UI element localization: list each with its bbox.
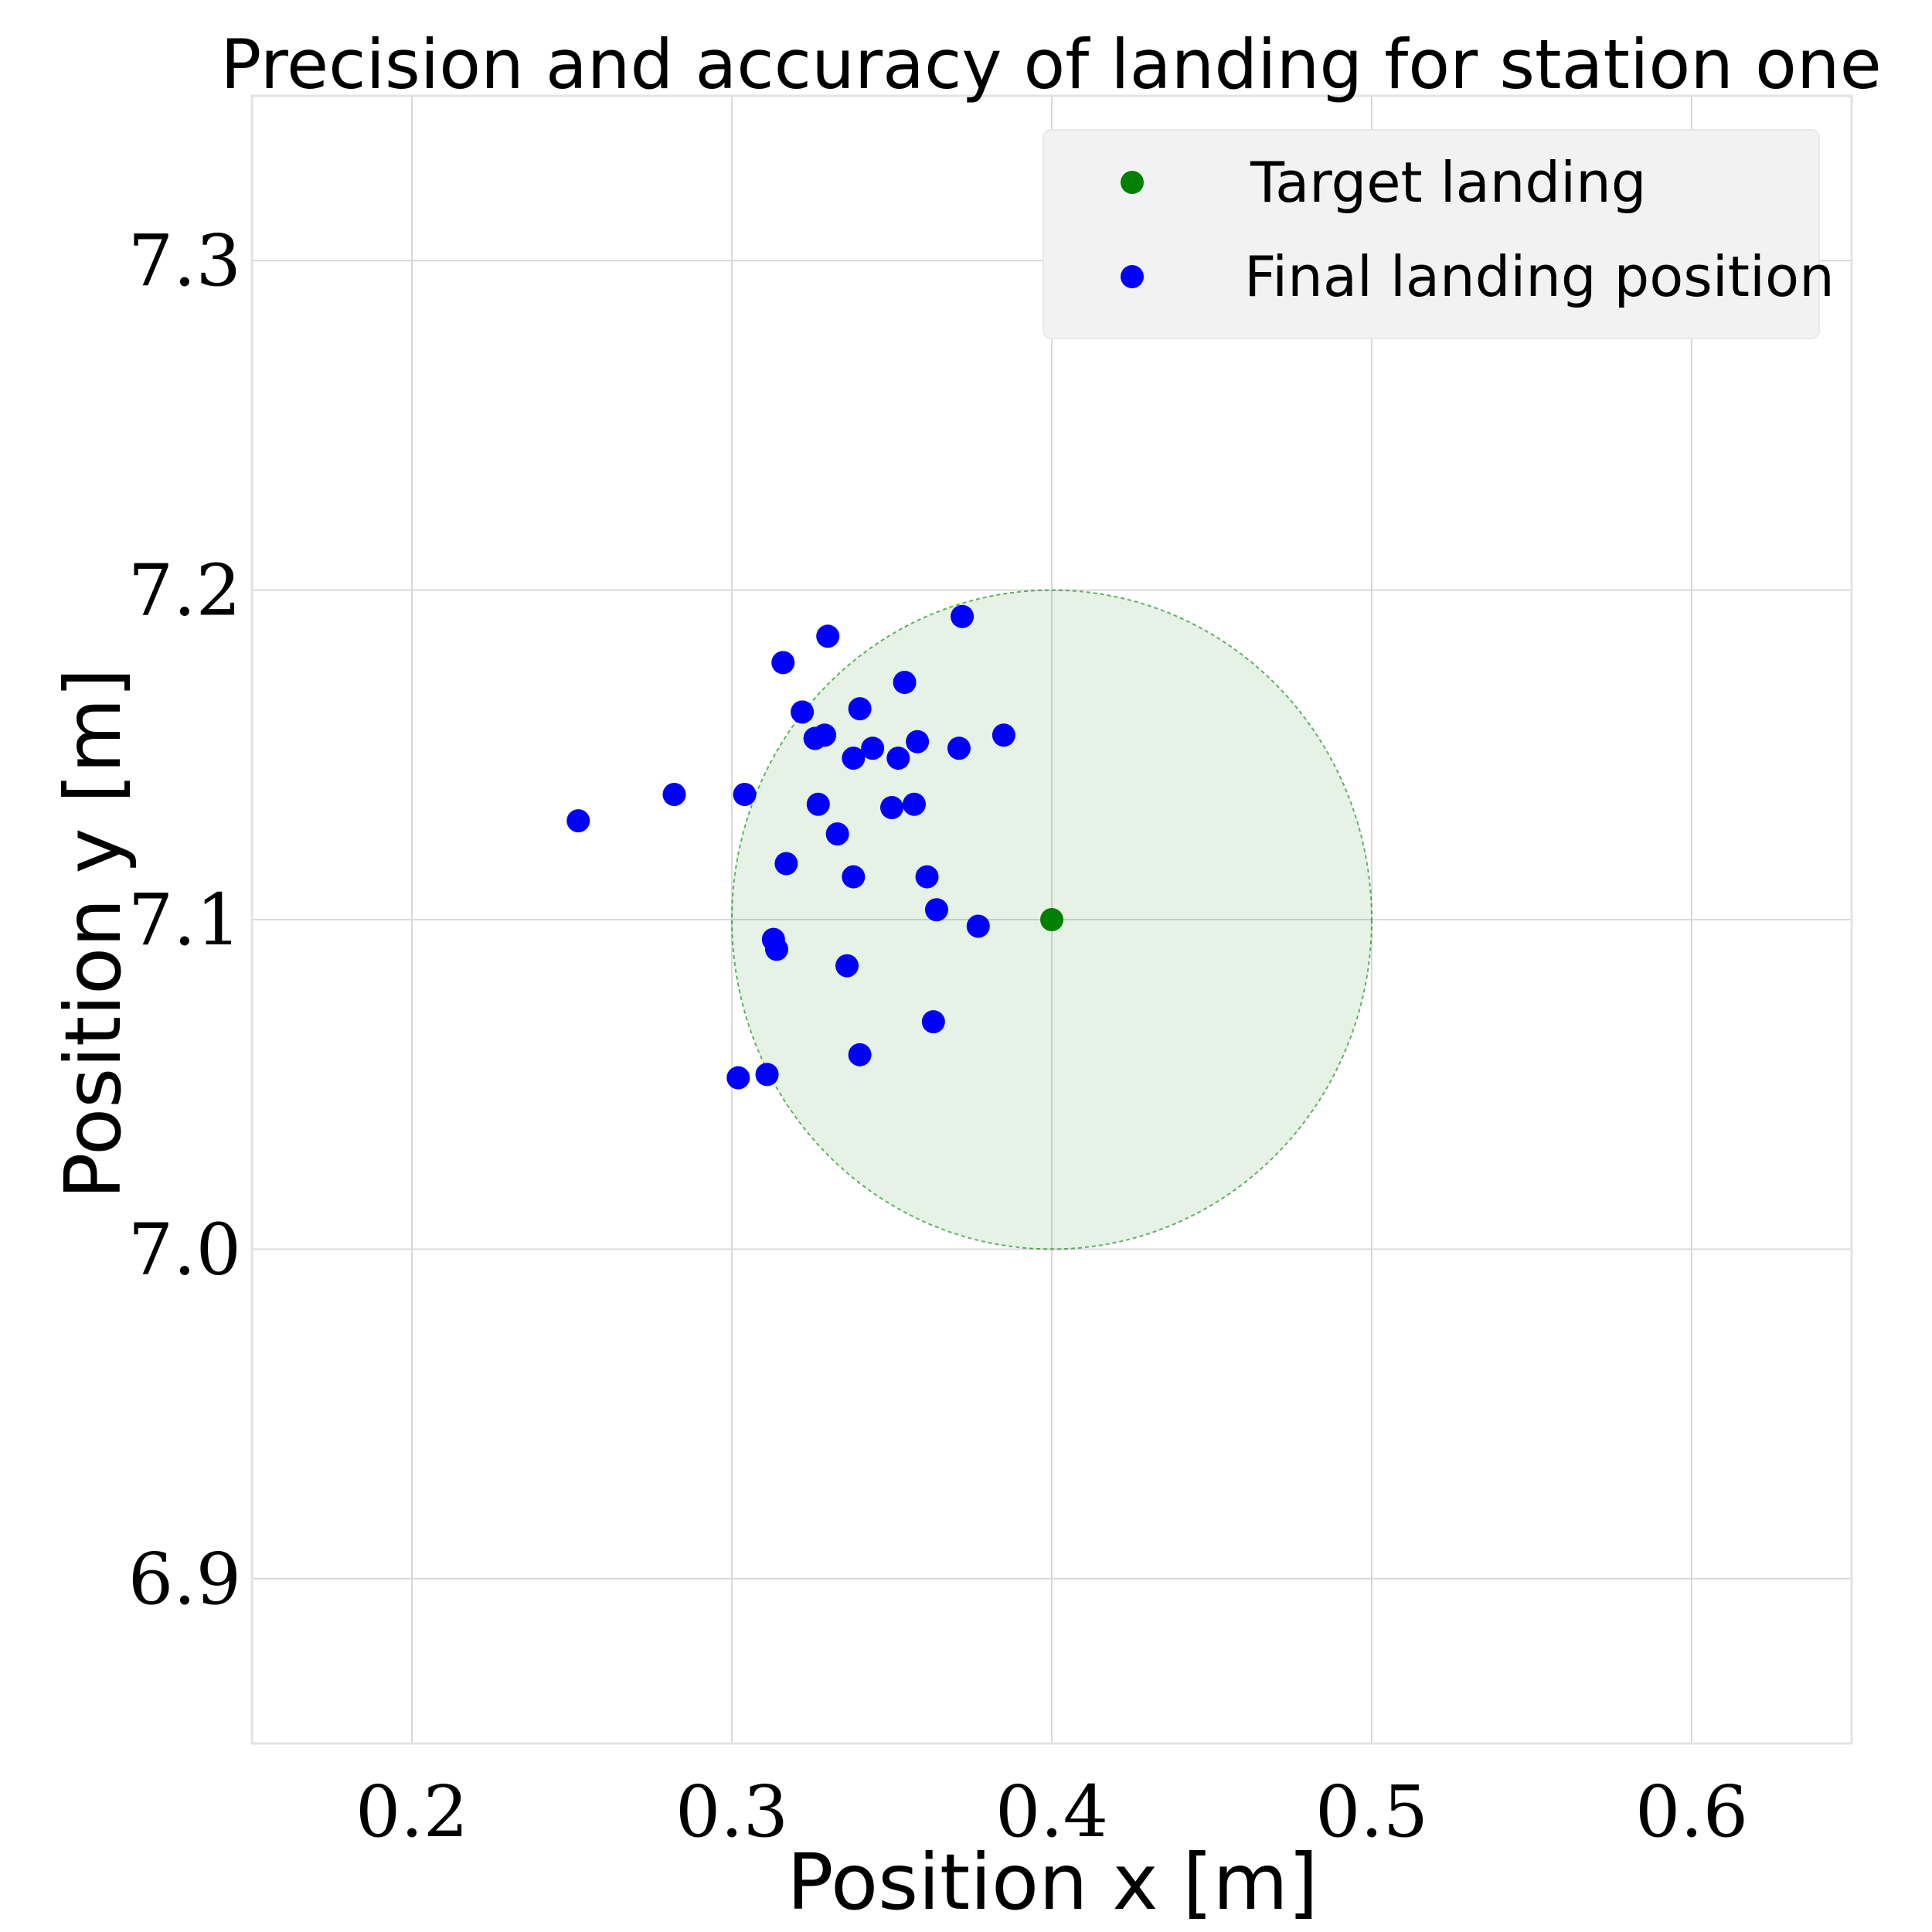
final-landing-point [893,670,917,694]
final-landing-point [848,697,872,721]
final-landing-point [774,852,798,876]
y-tick-label: 7.0 [128,1208,241,1291]
final-landing-point [902,792,926,816]
final-landing-point [848,1043,872,1066]
final-landing-point [835,954,859,978]
final-landing-point [921,1010,945,1034]
y-tick-label: 7.3 [128,219,241,302]
final-landing-point [992,723,1015,747]
final-landing-point [966,914,990,938]
x-tick-label: 0.3 [675,1770,788,1853]
final-landing-point [726,1066,750,1090]
final-landing-point [755,1063,779,1087]
final-landing-point [566,809,590,833]
final-landing-point [791,700,815,724]
final-landing-point [886,747,910,770]
legend-label-final: Final landing position [1244,244,1835,309]
legend-marker-target [1121,171,1144,194]
final-landing-point [764,937,788,961]
final-landing-point [951,604,975,628]
final-landing-point [924,898,948,922]
final-landing-point [842,865,866,889]
tick-labels: 0.2 0.3 0.4 0.5 0.6 6.9 7.0 7.1 7.2 7.3 [128,219,1748,1853]
final-landing-point [813,723,837,747]
final-landing-point [842,747,866,770]
x-axis-label: Position x [m] [787,1837,1318,1927]
final-landing-point [947,736,971,760]
final-landing-point [906,730,930,753]
final-landing-point [733,782,757,806]
x-tick-label: 0.5 [1315,1770,1428,1853]
y-tick-label: 6.9 [128,1538,241,1621]
final-landing-point [816,624,840,648]
final-landing-point [662,782,686,806]
final-landing-point [880,796,903,820]
x-tick-label: 0.2 [355,1770,468,1853]
legend-marker-final [1121,265,1144,288]
target-landing-point [1040,908,1063,931]
final-landing-point [825,822,849,846]
data-points [566,604,1063,1090]
final-landing-point [806,792,830,816]
plot-frame [250,94,1853,1745]
y-tick-label: 7.1 [128,879,241,961]
y-tick-label: 7.2 [128,549,241,632]
chart-title: Precision and accuracy of landing for st… [220,25,1882,104]
x-tick-label: 0.6 [1635,1770,1748,1853]
x-tick-label: 0.4 [995,1770,1108,1853]
final-landing-point [771,651,795,675]
final-landing-point [915,865,939,889]
legend-label-target: Target landing [1250,150,1646,215]
y-axis-label: Position y [m] [48,668,138,1199]
legend: Target landing Final landing position [1043,129,1835,339]
final-landing-point [861,736,885,760]
legend-box [1043,129,1820,339]
